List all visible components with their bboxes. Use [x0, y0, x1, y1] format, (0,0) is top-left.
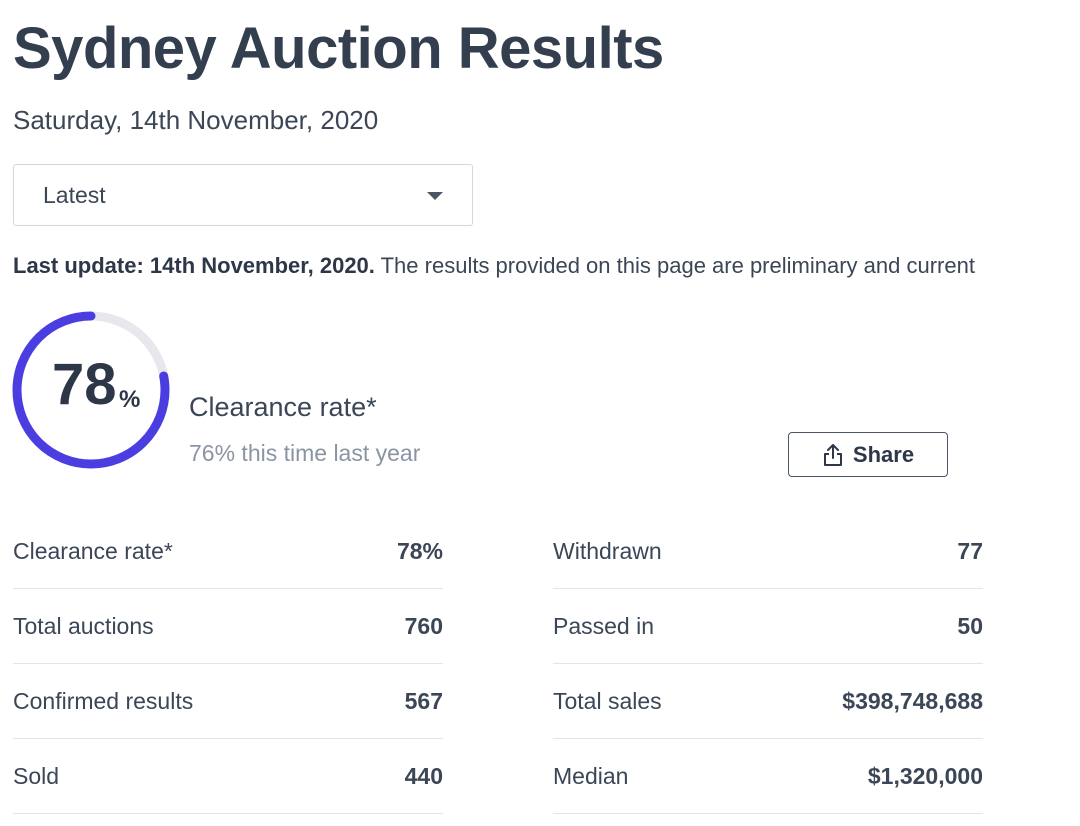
stat-value: 567: [404, 687, 443, 714]
stat-value: $1,320,000: [867, 762, 983, 789]
stats-table-right: Withdrawn 77 Passed in 50 Total sales $3…: [553, 514, 983, 814]
stat-value: $398,748,688: [842, 687, 983, 714]
results-period-select[interactable]: Latest: [13, 164, 473, 226]
stat-label: Clearance rate*: [13, 537, 173, 564]
stat-row: Sold 440: [13, 739, 443, 814]
stat-row: Withdrawn 77: [553, 514, 983, 589]
stat-label: Passed in: [553, 612, 655, 639]
stat-value: 440: [404, 762, 443, 789]
last-update-text: The results provided on this page are pr…: [374, 253, 975, 278]
stat-row: Passed in 50: [553, 589, 983, 664]
stat-label: Confirmed results: [13, 687, 194, 714]
ring-rate-value: 78: [52, 352, 117, 417]
select-value: Latest: [43, 182, 106, 208]
last-update-notice: Last update: 14th November, 2020. The re…: [13, 252, 975, 280]
clearance-rate-label: Clearance rate*: [189, 392, 377, 422]
stat-label: Sold: [13, 762, 60, 789]
share-label: Share: [852, 441, 915, 467]
stat-row: Clearance rate* 78%: [13, 514, 443, 589]
stat-label: Median: [553, 762, 629, 789]
share-icon: [823, 443, 842, 466]
stats-table-left: Clearance rate* 78% Total auctions 760 C…: [13, 514, 443, 814]
ring-rate-unit: %: [119, 386, 141, 413]
stat-value: 760: [404, 612, 443, 639]
stat-row: Confirmed results 567: [13, 664, 443, 739]
page-title: Sydney Auction Results: [13, 16, 664, 81]
last-update-date: Last update: 14th November, 2020.: [13, 253, 375, 278]
stat-row: Total sales $398,748,688: [553, 664, 983, 739]
stat-row: Total auctions 760: [13, 589, 443, 664]
caret-down-icon: [427, 192, 443, 200]
stat-label: Total sales: [553, 687, 662, 714]
ring-chart: [12, 311, 170, 469]
share-button[interactable]: Share: [788, 432, 948, 477]
stat-label: Withdrawn: [553, 537, 662, 564]
stat-value: 78%: [396, 537, 443, 564]
stat-row: Median $1,320,000: [553, 739, 983, 814]
stat-label: Total auctions: [13, 612, 154, 639]
stat-value: 50: [957, 612, 983, 639]
results-date: Saturday, 14th November, 2020: [13, 105, 379, 135]
clearance-rate-ring: 78 %: [11, 310, 171, 470]
stat-value: 77: [957, 537, 983, 564]
last-year-comparison: 76% this time last year: [189, 440, 421, 466]
ring-progress: [12, 311, 170, 469]
